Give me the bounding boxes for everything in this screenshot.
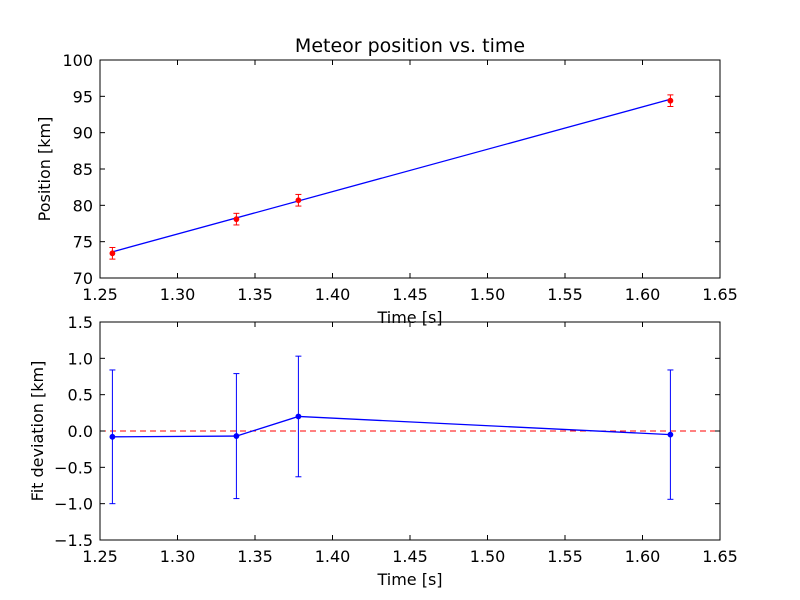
position-x-ticks: 1.25 1.30 1.35 1.40 1.45 1.50 1.55 1.60 1.65 xyxy=(82,60,738,304)
deviation-data-point xyxy=(295,413,302,420)
deviation-y-tick-label: 0.5 xyxy=(68,386,93,405)
position-y-tick-label: 95 xyxy=(73,87,93,106)
position-chart-title: Meteor position vs. time xyxy=(295,35,525,57)
position-y-tick-label: 85 xyxy=(73,160,93,179)
position-data-point xyxy=(233,216,240,223)
deviation-x-tick-label: 1.65 xyxy=(702,547,738,566)
deviation-x-tick-label: 1.40 xyxy=(315,547,351,566)
deviation-y-axis-label: Fit deviation [km] xyxy=(28,361,47,502)
deviation-chart: 1.25 1.30 1.35 1.40 1.45 1.50 1.55 1.60 1.65 −1.… xyxy=(28,313,738,589)
position-y-tick-label: 100 xyxy=(62,51,93,70)
position-y-ticks: 70 75 80 85 90 95 100 xyxy=(62,51,720,288)
deviation-series-line xyxy=(112,415,671,438)
deviation-plot-area xyxy=(100,355,720,505)
deviation-x-tick-label: 1.60 xyxy=(625,547,661,566)
position-y-tick-label: 75 xyxy=(73,233,93,252)
position-x-tick-label: 1.65 xyxy=(702,285,738,304)
position-x-tick-label: 1.50 xyxy=(470,285,506,304)
position-y-tick-label: 90 xyxy=(73,124,93,143)
position-x-tick-label: 1.60 xyxy=(625,285,661,304)
position-data-point xyxy=(109,250,116,257)
deviation-y-tick-label: −1.5 xyxy=(54,531,93,550)
position-x-tick-label: 1.45 xyxy=(392,285,428,304)
position-plot-area xyxy=(109,94,674,260)
position-data-point xyxy=(667,97,674,104)
position-y-tick-label: 80 xyxy=(73,196,93,215)
deviation-x-tick-label: 1.55 xyxy=(547,547,583,566)
position-y-axis-label: Position [km] xyxy=(35,117,54,222)
position-y-tick-label: 70 xyxy=(73,269,93,288)
position-x-tick-label: 1.40 xyxy=(315,285,351,304)
deviation-y-tick-label: −0.5 xyxy=(54,458,93,477)
deviation-y-tick-label: 0.0 xyxy=(68,422,93,441)
position-data-point xyxy=(295,197,302,204)
position-x-tick-label: 1.35 xyxy=(237,285,273,304)
deviation-data-point xyxy=(667,431,674,438)
deviation-data-point xyxy=(109,433,116,440)
position-x-tick-label: 1.30 xyxy=(160,285,196,304)
deviation-x-tick-label: 1.50 xyxy=(470,547,506,566)
position-series-line xyxy=(112,98,671,253)
position-x-tick-label: 1.25 xyxy=(82,285,118,304)
position-x-tick-label: 1.55 xyxy=(547,285,583,304)
deviation-x-ticks: 1.25 1.30 1.35 1.40 1.45 1.50 1.55 1.60 1.65 xyxy=(82,322,738,566)
deviation-x-tick-label: 1.45 xyxy=(392,547,428,566)
deviation-x-tick-label: 1.25 xyxy=(82,547,118,566)
deviation-y-tick-label: −1.0 xyxy=(54,495,93,514)
deviation-data-point xyxy=(233,433,240,439)
deviation-y-tick-label: 1.5 xyxy=(68,313,93,332)
deviation-y-ticks: −1.5 −1.0 −0.5 0.0 0.5 1.0 1.5 xyxy=(54,313,720,550)
position-chart: Meteor position vs. time 1.25 1.30 1.35 1.4… xyxy=(35,35,738,327)
deviation-x-tick-label: 1.35 xyxy=(237,547,273,566)
deviation-y-tick-label: 1.0 xyxy=(68,349,93,368)
deviation-x-tick-label: 1.30 xyxy=(160,547,196,566)
deviation-x-axis-label: Time [s] xyxy=(376,570,442,589)
